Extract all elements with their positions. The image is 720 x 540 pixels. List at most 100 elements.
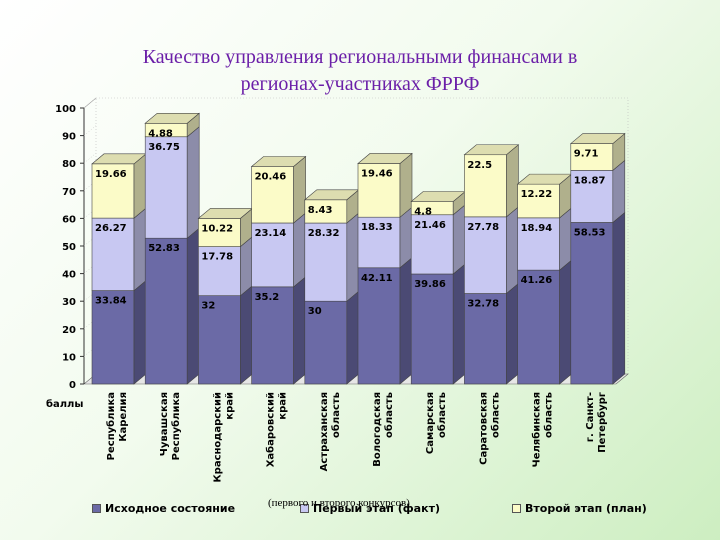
category-label: Челябинская область	[531, 392, 555, 467]
bar-segment-side	[293, 212, 306, 288]
bar-segment-side	[506, 144, 519, 218]
category-label-line: Хабаровский	[265, 392, 277, 467]
category-label: Краснодарский край	[212, 392, 235, 483]
bar-segment-side	[559, 207, 572, 271]
contest-note: (первого и второго конкурсов)	[268, 497, 410, 509]
category-label-line: Республика	[105, 392, 117, 460]
bar-top	[144, 112, 201, 124]
bar-segment	[91, 163, 135, 219]
data-label: 19.46	[361, 168, 393, 179]
bar-segment-side	[506, 206, 519, 295]
legend-label-first-stage: Первый этап (факт)	[313, 502, 440, 515]
category-label: Саратовская область	[478, 392, 501, 465]
y-tick-label: 70	[62, 187, 76, 198]
category-label-line: область	[330, 392, 342, 438]
bar-segment-side	[399, 206, 413, 269]
bar-segment	[144, 237, 188, 385]
data-label: 17.78	[201, 252, 233, 263]
data-label: 36.75	[148, 142, 180, 153]
bar-segment-side	[506, 282, 519, 385]
category-label-line: Астраханская	[319, 392, 330, 471]
y-tick-label: 60	[62, 214, 76, 225]
category-label-line: Чувашская	[159, 392, 170, 456]
category-label: Астраханская область	[319, 392, 342, 471]
category-label-line: Вологодская	[372, 392, 383, 467]
data-label: 32	[201, 301, 215, 312]
chart-title: Качество управления региональными финанс…	[60, 44, 660, 98]
bar-segment	[304, 222, 348, 302]
category-label-line: Республика	[170, 392, 182, 460]
y-tick-label: 20	[62, 325, 76, 336]
bar-segment-side	[293, 276, 306, 385]
legend-item-second-stage: Второй этап (план)	[512, 502, 647, 515]
bar-top	[569, 133, 626, 144]
y-tick-label: 100	[55, 104, 76, 115]
category-label-line: край	[224, 392, 235, 420]
bar-segment	[410, 214, 454, 275]
category-label: Хабаровский край	[265, 392, 289, 467]
data-label: 33.84	[95, 296, 127, 307]
bar-segment-side	[612, 159, 626, 224]
bar-segment	[198, 246, 241, 296]
category-label-line: Челябинская	[531, 392, 543, 467]
bar-segment	[570, 170, 614, 223]
data-label: 8.43	[308, 205, 333, 216]
bar-segment	[410, 273, 454, 385]
category-label-line: область	[436, 392, 448, 438]
data-label: 21.46	[414, 220, 446, 231]
data-label: 10.22	[201, 223, 233, 234]
bar-segment-side	[399, 257, 413, 385]
bar-segment-side	[186, 227, 200, 385]
data-label: 26.27	[95, 223, 127, 234]
chart-title-line2: регионах-участниках ФРРФ	[240, 73, 480, 95]
bar-segment	[464, 154, 507, 218]
data-label: 52.83	[148, 243, 180, 254]
bar-segment-side	[133, 207, 147, 292]
category-label-line: г. Санкт-	[585, 392, 596, 442]
bar-segment-side	[293, 155, 306, 224]
category-label-line: область	[489, 392, 501, 438]
legend-label-initial: Исходное состояние	[105, 502, 236, 515]
data-label: 9.71	[574, 149, 599, 160]
bar-segment-side	[133, 153, 147, 219]
data-label: 18.94	[521, 223, 553, 234]
bar-segment-side	[559, 259, 572, 385]
bar-top	[250, 156, 307, 167]
data-label: 39.86	[414, 279, 446, 290]
bar-segment	[357, 216, 401, 269]
category-label: Республика Карелия	[105, 392, 129, 460]
y-tick-label: 0	[69, 380, 76, 391]
y-tick-label: 30	[62, 297, 76, 308]
bar-segment-side	[452, 263, 466, 385]
bar-segment	[517, 217, 560, 271]
data-label: 22.5	[467, 160, 492, 171]
category-label: Самарская область	[425, 392, 448, 454]
legend-swatch-initial	[92, 504, 101, 513]
y-tick-label: 50	[62, 242, 76, 253]
data-label: 27.78	[467, 222, 499, 233]
legend-swatch-first-stage	[300, 504, 309, 513]
y-axis-label: баллы	[46, 398, 83, 410]
y-tick-label: 10	[62, 352, 76, 363]
category-label-line: Петербург	[596, 392, 608, 453]
data-label: 19.66	[95, 169, 127, 180]
bar-segment-side	[133, 279, 147, 385]
data-label: 23.14	[255, 228, 287, 239]
bar-segment-side	[399, 152, 413, 218]
bar-top	[463, 144, 520, 156]
data-label: 18.33	[361, 222, 393, 233]
legend-swatch-second-stage	[512, 504, 521, 513]
bar-segment	[251, 166, 294, 224]
category-label: г. Санкт- Петербург	[585, 392, 608, 453]
legend-item-initial: Исходное состояние	[92, 502, 235, 515]
y-axis-top-edge	[83, 97, 97, 109]
category-label-line: область	[543, 392, 555, 438]
bar-segment	[517, 269, 560, 385]
bar-segment-side	[452, 204, 466, 275]
chart-title-line1: Качество управления региональными финанс…	[142, 46, 578, 68]
data-label: 30	[308, 306, 322, 317]
bar-segment-side	[612, 211, 626, 385]
bar-segment	[464, 293, 507, 385]
y-gridline-diagonal	[83, 125, 97, 136]
